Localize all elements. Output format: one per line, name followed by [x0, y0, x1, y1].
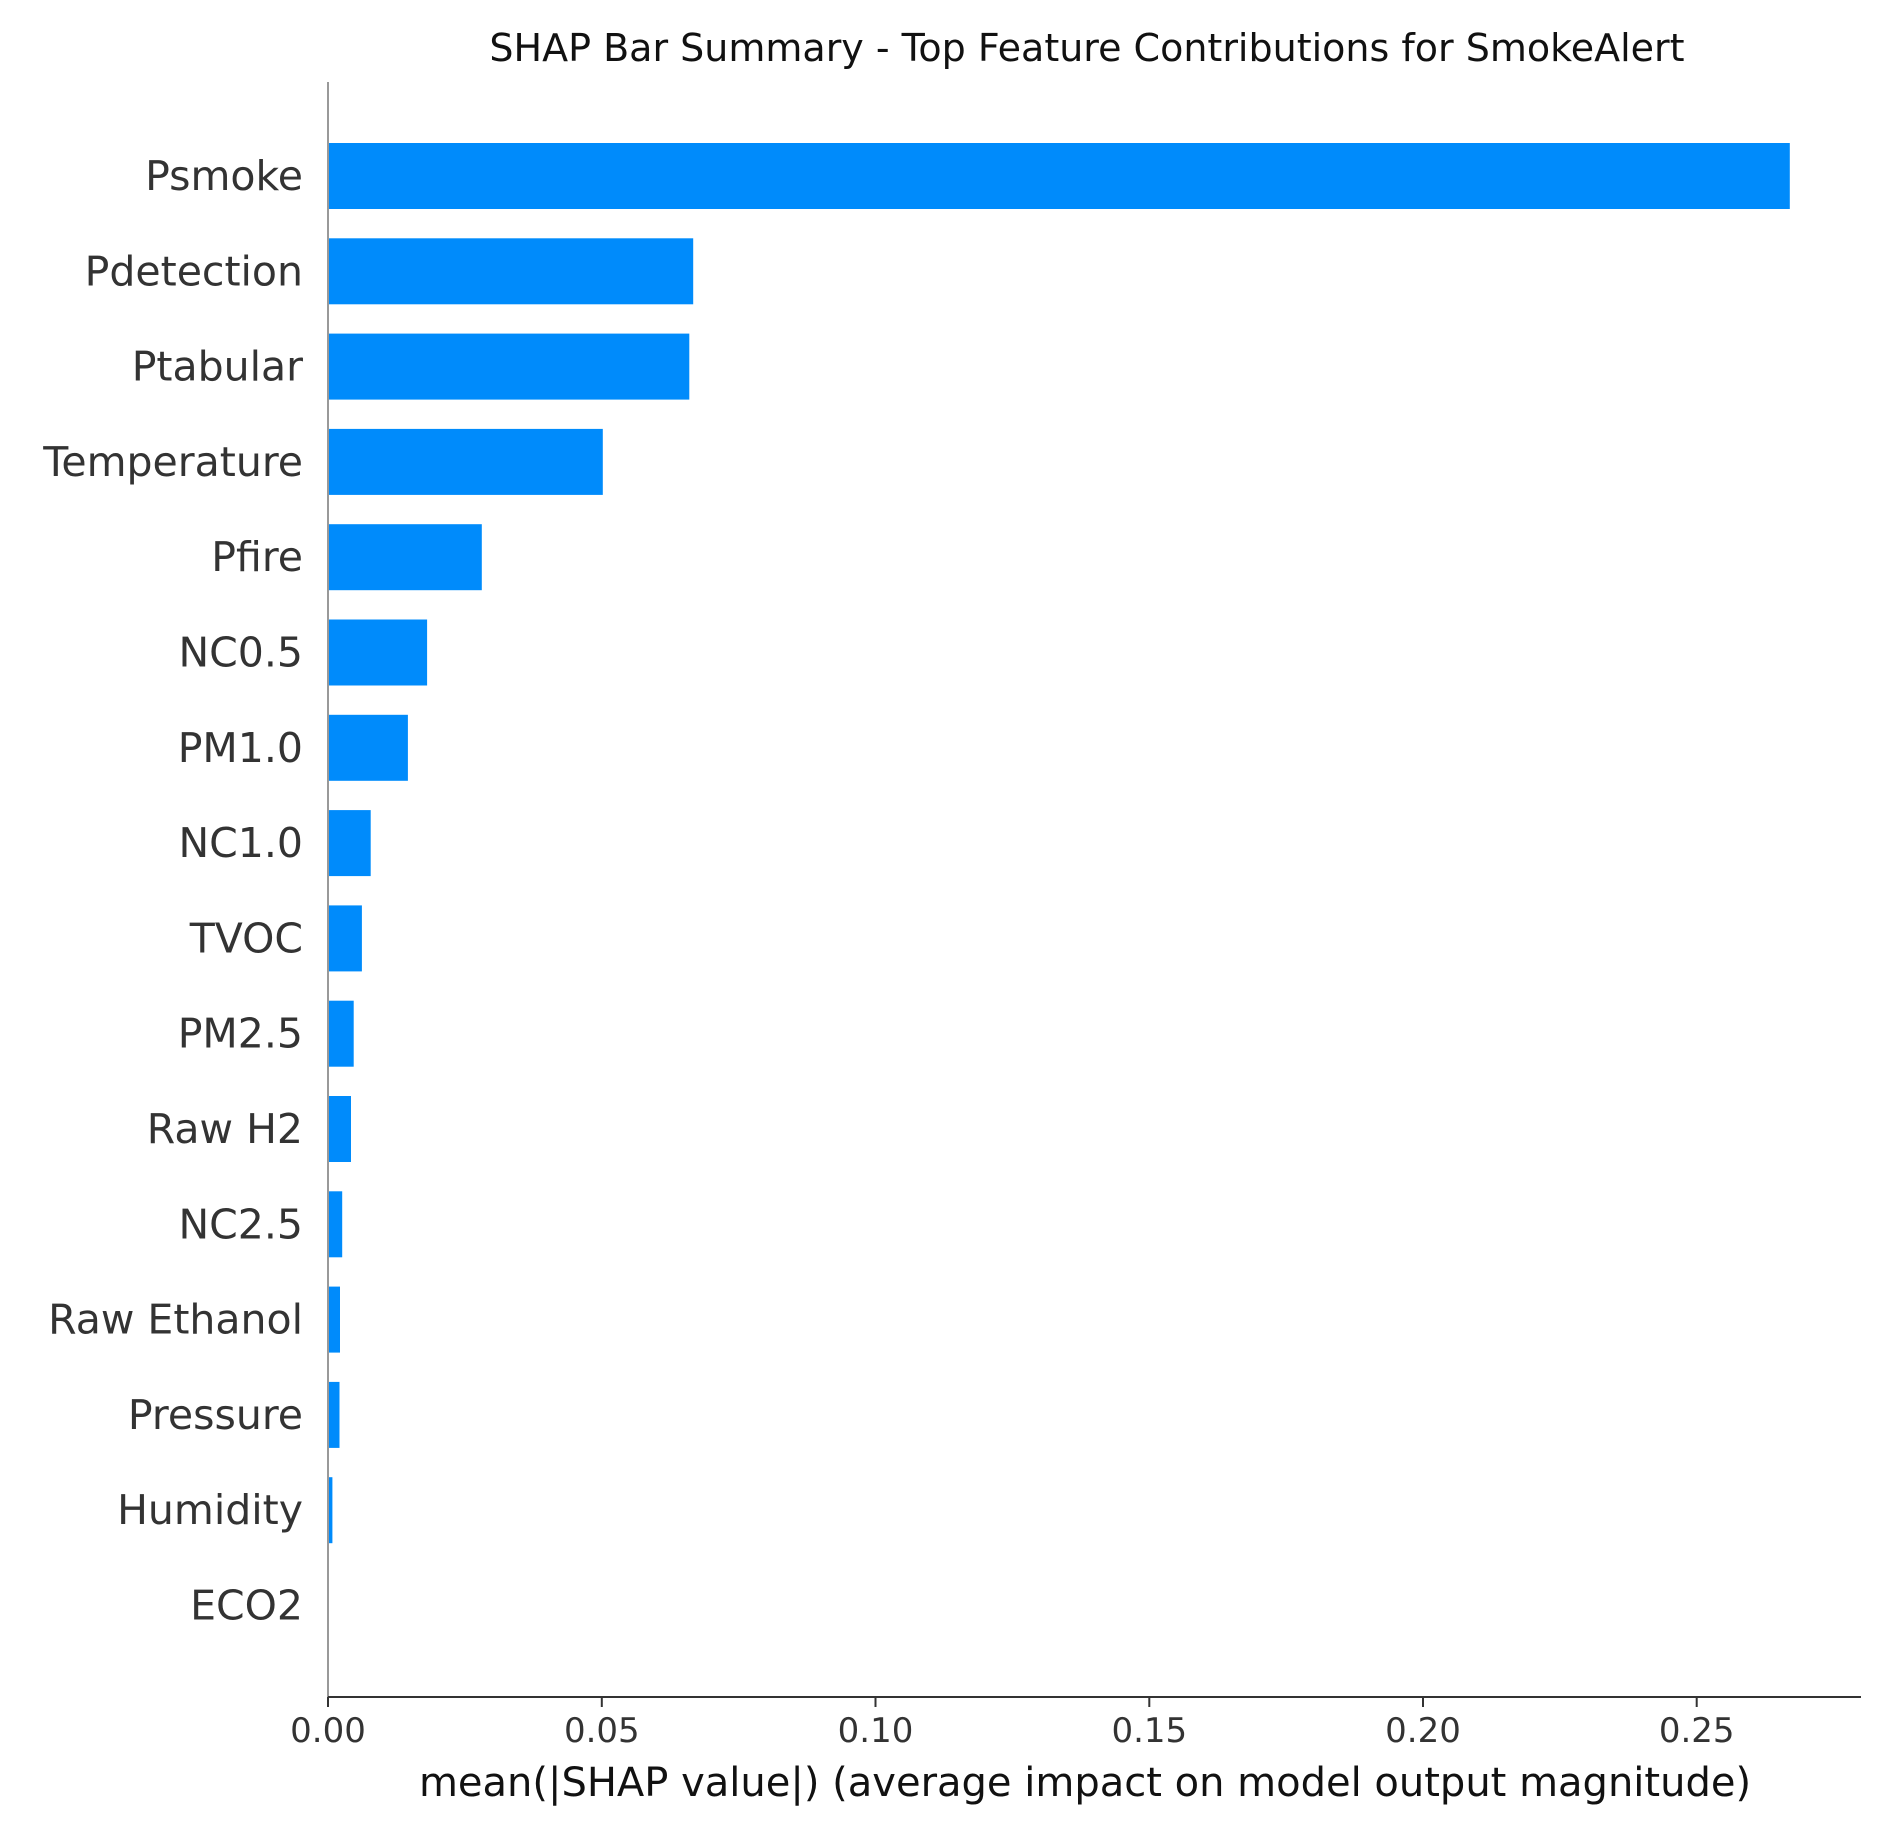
- category-label: Pressure: [128, 1391, 303, 1439]
- category-label: TVOC: [189, 914, 303, 962]
- x-tick-label: 0.15: [1111, 1711, 1187, 1751]
- bar-nc1-0: [328, 810, 371, 877]
- bar-pdetection: [328, 238, 694, 305]
- category-label: Ptabular: [132, 343, 303, 391]
- x-tick-label: 0.25: [1659, 1711, 1735, 1751]
- bar-nc2-5: [328, 1191, 343, 1258]
- bar-temperature: [328, 428, 603, 495]
- category-label: ECO2: [190, 1582, 303, 1630]
- x-axis-ticks: 0.00 0.05 0.10 0.15 0.20 0.25: [290, 1697, 1735, 1751]
- category-labels: Psmoke Pdetection Ptabular Temperature Pfire…: [42, 152, 303, 1630]
- bar-nc0-5: [328, 619, 428, 686]
- bar-psmoke: [328, 143, 1790, 209]
- category-label: Psmoke: [145, 152, 303, 200]
- category-label: NC2.5: [178, 1200, 303, 1248]
- category-label: PM1.0: [178, 724, 303, 772]
- bar-raw-ethanol: [328, 1286, 340, 1353]
- bar-humidity: [328, 1477, 333, 1544]
- category-label: PM2.5: [178, 1010, 303, 1058]
- category-label: Pdetection: [85, 247, 303, 295]
- bars-group: [328, 143, 1790, 1639]
- x-tick-label: 0.05: [564, 1711, 640, 1751]
- category-label: Temperature: [42, 438, 303, 486]
- category-label: Raw Ethanol: [48, 1296, 303, 1344]
- category-label: NC0.5: [178, 629, 303, 677]
- category-label: Pfire: [211, 533, 303, 581]
- category-label: Humidity: [117, 1486, 303, 1534]
- bar-tvoc: [328, 905, 362, 972]
- bar-pm1-0: [328, 714, 408, 781]
- bar-ptabular: [328, 333, 690, 400]
- bar-pm2-5: [328, 1000, 354, 1067]
- bar-raw-h2: [328, 1096, 351, 1162]
- x-tick-label: 0.20: [1385, 1711, 1461, 1751]
- x-tick-label: 0.00: [290, 1711, 366, 1751]
- chart-title: SHAP Bar Summary - Top Feature Contribut…: [489, 26, 1684, 70]
- category-label: NC1.0: [178, 819, 303, 867]
- x-axis-label: mean(|SHAP value|) (average impact on mo…: [419, 1760, 1751, 1806]
- bar-pressure: [328, 1381, 340, 1448]
- x-tick-label: 0.10: [838, 1711, 914, 1751]
- category-label: Raw H2: [147, 1105, 303, 1153]
- bar-pfire: [328, 524, 482, 591]
